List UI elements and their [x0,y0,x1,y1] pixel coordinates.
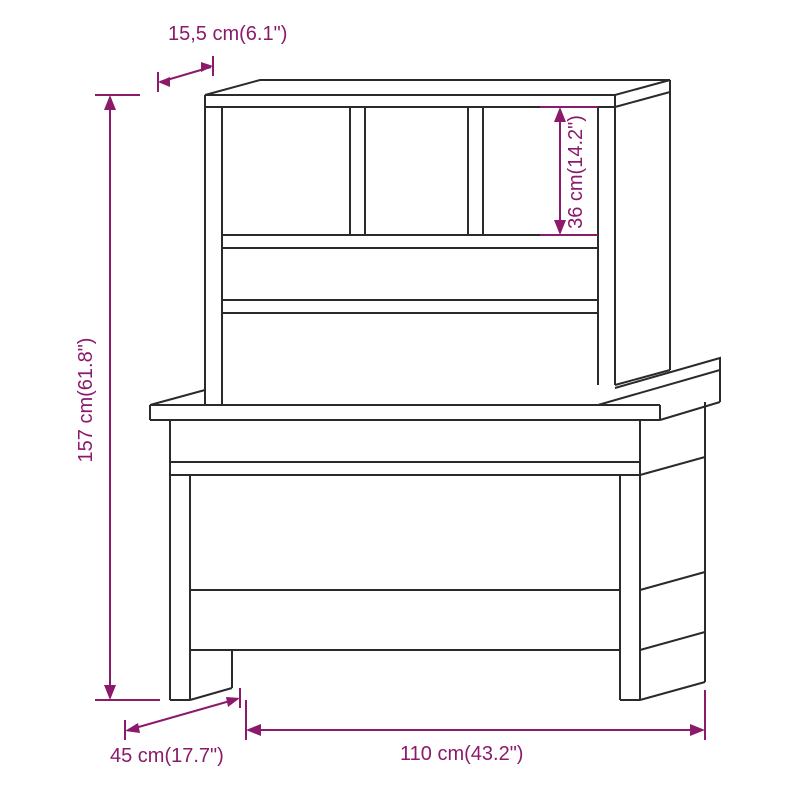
label-height-total: 157 cm(61.8") [75,338,97,463]
dimension-depth-top: 15,5 cm(6.1") [158,23,287,92]
label-depth-top: 15,5 cm(6.1") [168,23,287,45]
dimension-shelf-height: 36 cm(14.2") [540,107,598,235]
label-depth-bottom: 45 cm(17.7") [110,745,224,767]
dimension-diagram: 15,5 cm(6.1") 157 cm(61.8") 36 cm(14.2")… [0,0,800,800]
dimension-height-total: 157 cm(61.8") [75,95,160,700]
dimension-width: 110 cm(43.2") [246,690,705,765]
label-width: 110 cm(43.2") [400,743,523,765]
furniture-outline [150,80,720,700]
label-shelf-height: 36 cm(14.2") [565,115,587,229]
